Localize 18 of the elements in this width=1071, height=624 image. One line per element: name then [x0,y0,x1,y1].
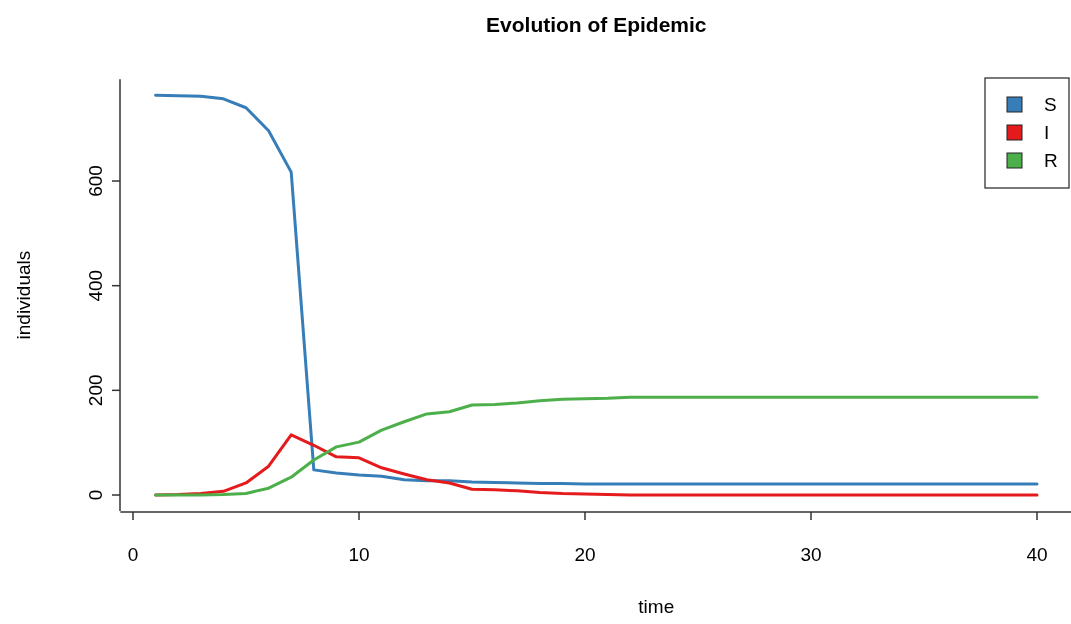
line-series [154,93,1039,486]
y-tick-label: 0 [85,489,106,501]
y-axis-title: individuals [13,250,34,340]
line-series [154,395,1039,497]
line-series [154,433,1039,497]
x-tick-label: 20 [574,544,596,565]
x-tick-label: 40 [1026,544,1048,565]
x-axis-title: time [638,596,675,617]
x-tick-label: 30 [800,544,822,565]
legend-label: R [1044,150,1058,171]
legend-label: S [1044,94,1057,115]
x-tick-label: 0 [127,544,139,565]
y-tick-label: 400 [85,269,106,302]
x-tick-label: 10 [348,544,370,565]
y-tick-label: 600 [85,165,106,197]
y-tick-label: 200 [85,374,106,407]
legend-label: I [1044,122,1050,143]
chart-title: Evolution of Epidemic [486,13,707,36]
